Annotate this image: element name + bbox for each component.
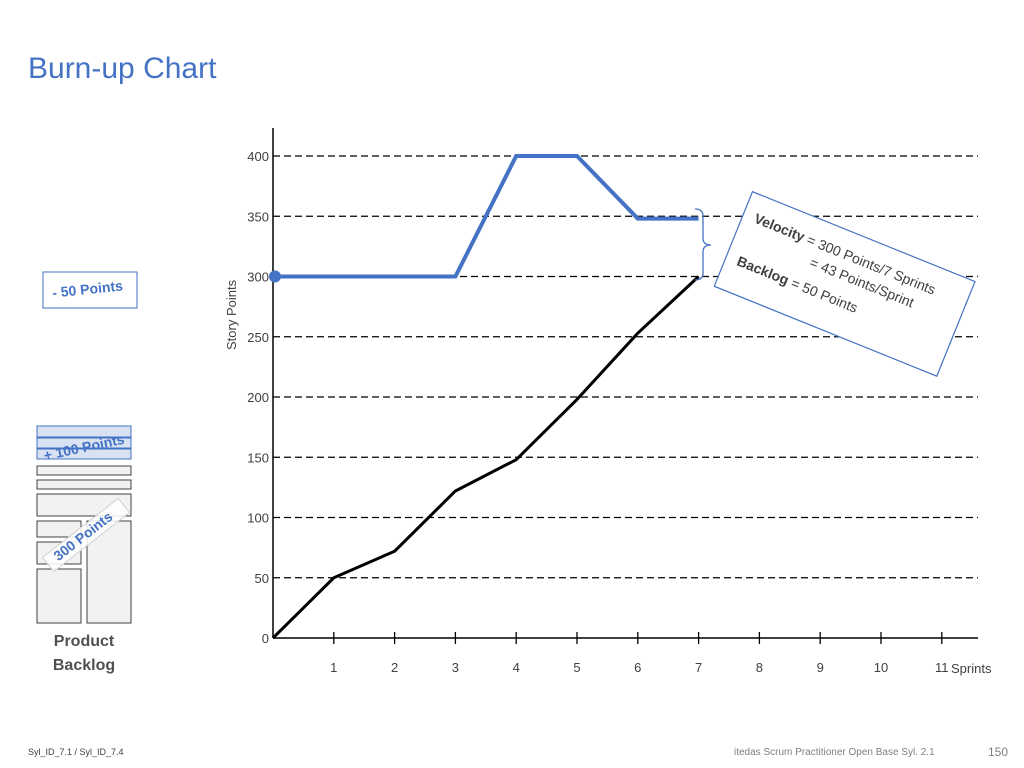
backlog-item — [36, 568, 82, 624]
x-ticks: 1 2 3 4 5 6 7 8 9 10 11 — [330, 632, 949, 675]
y-tick-label: 300 — [247, 270, 269, 285]
y-ticks: 0 50 100 150 200 250 300 350 400 — [247, 149, 269, 646]
footer-course-name: itedas Scrum Practitioner Open Base Syl.… — [734, 747, 935, 758]
y-tick-label: 0 — [262, 631, 269, 646]
x-tick-label: 3 — [452, 660, 459, 675]
total-scope-line — [273, 154, 699, 279]
x-tick-label: 4 — [513, 660, 520, 675]
stamp-300-frame — [41, 497, 131, 573]
x-tick-label: 5 — [573, 660, 580, 675]
annotation-box — [713, 190, 976, 377]
page-number: 150 — [988, 745, 1009, 759]
velocity-brace — [694, 208, 712, 281]
y-tick-label: 350 — [247, 209, 269, 224]
y-tick-label: 250 — [247, 330, 269, 345]
y-tick-label: 100 — [247, 511, 269, 526]
product-backlog-illustration: Product Backlog - 50 Points + 100 Points… — [36, 271, 138, 674]
x-tick-label: 7 — [695, 660, 702, 675]
footer-syllabus-id: Syl_ID_7.1 / Syl_ID_7.4 — [28, 747, 124, 757]
minus-stamp-frame — [42, 271, 138, 309]
x-axis-title: Sprints — [951, 661, 992, 676]
completed-points-line — [271, 275, 700, 640]
minus-50-stamp: - 50 Points — [51, 277, 123, 300]
y-tick-label: 200 — [247, 390, 269, 405]
backlog-label-line-2: Backlog — [53, 657, 115, 674]
scope-start-marker — [269, 270, 281, 283]
y-axis-title: Story Points — [224, 279, 239, 350]
x-tick-label: 8 — [756, 660, 763, 675]
x-tick-label: 2 — [391, 660, 398, 675]
x-tick-label: 1 — [330, 660, 337, 675]
x-tick-label: 11 — [935, 660, 949, 675]
velocity-annotation: Velocity = 300 Points/7 Sprints = 43 Poi… — [713, 190, 976, 377]
chart-grid — [273, 155, 978, 579]
x-tick-label: 10 — [874, 660, 888, 675]
backlog-item — [36, 465, 132, 476]
slide-title: Burn-up Chart — [28, 52, 217, 85]
backlog-label-line-1: Product — [54, 633, 115, 650]
backlog-item — [36, 479, 132, 490]
chart-series — [269, 154, 700, 640]
backlog-item-hatched — [36, 425, 132, 460]
y-tick-label: 400 — [247, 149, 269, 164]
y-tick-label: 150 — [247, 450, 269, 465]
x-tick-label: 9 — [817, 660, 824, 675]
x-tick-label: 6 — [634, 660, 641, 675]
y-tick-label: 50 — [255, 571, 269, 586]
